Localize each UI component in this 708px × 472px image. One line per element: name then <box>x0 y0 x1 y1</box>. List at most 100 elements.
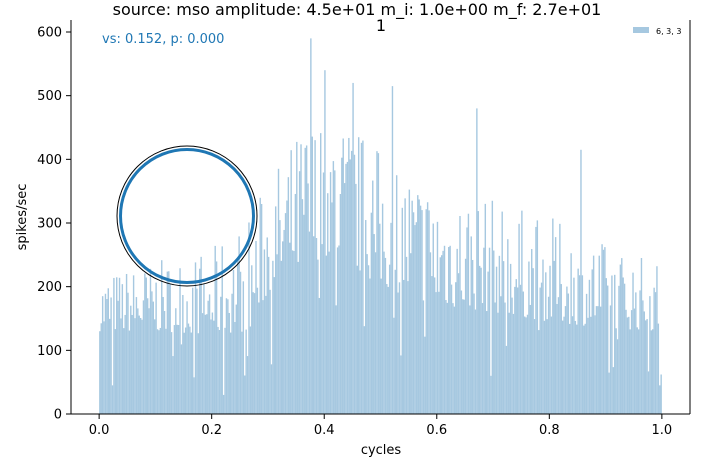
histogram-bar <box>471 259 474 414</box>
histogram-bar <box>388 264 391 414</box>
histogram-bar <box>155 282 157 414</box>
histogram-bar <box>412 212 415 414</box>
histogram-bar <box>512 313 515 414</box>
histogram-bar <box>229 332 232 414</box>
histogram-bar <box>120 318 122 414</box>
histogram-bar <box>284 213 287 414</box>
histogram-bar <box>149 268 152 414</box>
histogram-bar <box>654 292 657 414</box>
histogram-bar <box>252 292 254 414</box>
y-axis-ticks: 0 100 200 300 400 500 600 <box>37 26 71 423</box>
polar-inset <box>116 145 258 287</box>
histogram-bar <box>538 330 540 414</box>
histogram-bar <box>618 285 620 414</box>
histogram-bar <box>612 367 615 414</box>
histogram-bar <box>237 260 239 414</box>
histogram-bar <box>104 293 107 414</box>
histogram-bar <box>335 305 337 414</box>
histogram-bar <box>227 299 229 414</box>
histogram-bar <box>177 324 180 414</box>
histogram-bar <box>200 256 202 414</box>
histogram-bar <box>502 261 505 414</box>
histogram-bar <box>131 314 133 414</box>
histogram-bar <box>154 319 156 414</box>
histogram-bar <box>138 315 140 414</box>
histogram-bar <box>390 222 392 414</box>
histogram-bar <box>258 302 260 414</box>
histogram-bar <box>201 313 204 414</box>
histogram-bar <box>215 261 218 414</box>
histogram-bar <box>526 314 529 414</box>
histogram-bar <box>355 183 357 414</box>
histogram-bar <box>214 245 216 414</box>
legend-swatch <box>633 27 649 33</box>
histogram-bar <box>580 149 582 415</box>
histogram-bar <box>137 308 139 414</box>
histogram-bar <box>487 271 489 414</box>
histogram-bar <box>169 284 171 414</box>
histogram-bar <box>656 266 658 414</box>
histogram-bar <box>199 268 201 414</box>
histogram-bar <box>343 183 346 414</box>
histogram-bar <box>249 326 252 414</box>
histogram-bar <box>194 262 197 414</box>
histogram-bar <box>270 364 273 414</box>
histogram-bar <box>146 298 149 414</box>
histogram-bar <box>419 205 422 414</box>
histogram-bar <box>573 277 575 414</box>
histogram-bar <box>341 157 343 415</box>
histogram-bar <box>238 236 240 414</box>
histogram-bar <box>584 323 586 414</box>
histogram-bar <box>604 247 606 414</box>
histogram-bar <box>418 199 420 414</box>
histogram-bar <box>522 291 524 414</box>
histogram-bar <box>633 308 636 414</box>
histogram-bar <box>325 255 328 414</box>
y-tick-label: 100 <box>37 344 62 359</box>
histogram-bar <box>317 259 319 414</box>
histogram-bar <box>384 257 387 414</box>
histogram-bar <box>184 327 187 414</box>
histogram-bar <box>232 269 235 414</box>
y-tick-label: 300 <box>37 217 62 232</box>
histogram-bar <box>488 247 491 414</box>
y-tick-label: 600 <box>37 26 62 41</box>
histogram-bar <box>349 159 351 414</box>
histogram-bar <box>542 259 544 414</box>
histogram-bar <box>377 153 380 414</box>
histogram-bar <box>166 271 169 414</box>
histogram-bar <box>359 270 361 414</box>
histogram-bar <box>357 137 360 414</box>
histogram-bar <box>224 327 226 414</box>
histogram-bar <box>217 326 219 414</box>
histogram-bar <box>614 274 616 414</box>
histogram-bar <box>601 244 603 414</box>
histogram-bar <box>218 330 221 414</box>
histogram-bar <box>443 245 446 414</box>
histogram-bar <box>300 144 302 414</box>
histogram-bar <box>608 372 610 414</box>
histogram-bar <box>180 344 183 414</box>
histogram-bar <box>124 314 126 414</box>
polar-outer-circle <box>116 145 258 287</box>
histogram-bar <box>307 183 309 414</box>
histogram-bar <box>110 297 112 414</box>
histogram-bar <box>365 220 367 414</box>
histogram-bar <box>225 298 228 414</box>
histogram-bar <box>175 308 177 414</box>
histogram-bar <box>144 273 146 414</box>
histogram-bar <box>203 283 205 414</box>
histogram-bar <box>411 200 413 414</box>
histogram-bar <box>630 310 633 414</box>
histogram-bar <box>528 261 530 414</box>
histogram-bar <box>550 316 553 414</box>
histogram-bar <box>592 255 595 414</box>
histogram-bar <box>213 320 215 414</box>
histogram-bar <box>266 237 268 414</box>
polar-vector-circle <box>119 148 255 284</box>
histogram-bar <box>346 161 349 414</box>
histogram-bar <box>553 260 555 414</box>
histogram-bar <box>560 284 562 414</box>
histogram-bar <box>421 210 423 414</box>
